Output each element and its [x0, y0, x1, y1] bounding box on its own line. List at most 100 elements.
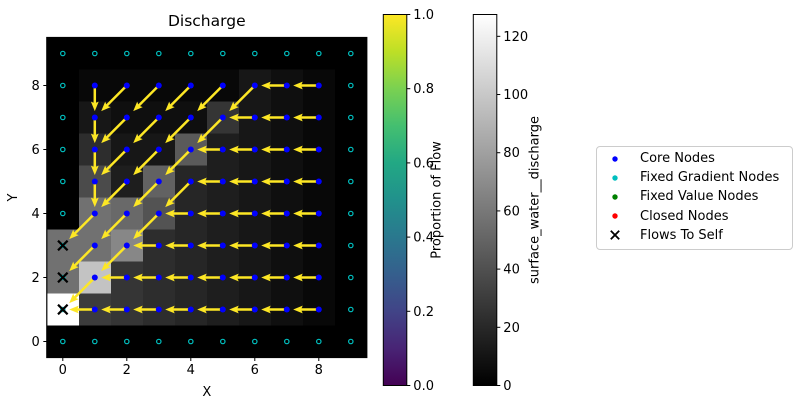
flow-arrow-shaft — [137, 148, 160, 171]
flow-arrow-head — [261, 177, 271, 186]
flow-arrow-head — [69, 293, 79, 304]
heatmap-cell — [334, 197, 367, 230]
heatmap-cell — [206, 37, 239, 70]
flow-arrow-head — [197, 241, 207, 250]
fixed-gradient-node-dot-icon — [608, 171, 622, 185]
heatmap-cell — [110, 325, 143, 358]
fixed-gradient-node-marker — [59, 178, 66, 185]
core-node-marker — [219, 146, 226, 153]
flow-arrow-head — [101, 197, 111, 208]
core-node-marker — [91, 146, 98, 153]
core-node-marker — [91, 82, 98, 89]
x-tick-label: 8 — [315, 363, 323, 378]
legend-item-fixed-gradient-nodes: Fixed Gradient Nodes — [597, 168, 792, 187]
legend-item-fixed-value-nodes: Fixed Value Nodes — [597, 187, 792, 206]
discharge-heatmap — [46, 37, 367, 358]
core-node-marker — [187, 210, 194, 217]
fixed-gradient-node-marker — [347, 114, 354, 121]
core-node-marker — [187, 146, 194, 153]
fixed-gradient-node-marker — [59, 146, 66, 153]
flow-arrow-head — [69, 305, 79, 314]
core-node-marker — [251, 210, 258, 217]
core-node-marker — [155, 178, 162, 185]
flow-arrow-head — [90, 101, 99, 112]
x-tick-label: 2 — [123, 363, 131, 378]
core-node-marker — [251, 146, 258, 153]
heatmap-cell — [46, 69, 79, 102]
flow-arrow-shaft — [169, 148, 192, 171]
flow-arrow-head — [197, 145, 207, 154]
flow-arrow-head — [293, 177, 303, 186]
flow-arrow-head — [197, 177, 207, 186]
core-node-dot-icon — [608, 152, 622, 166]
flow-arrow-head — [101, 101, 111, 112]
flow-arrow-head — [165, 165, 175, 176]
colorbar-tick-label: 100 — [503, 88, 528, 103]
flow-arrow-head — [197, 133, 207, 144]
core-node-marker — [219, 82, 226, 89]
fixed-gradient-node-marker — [283, 50, 290, 57]
fixed-gradient-node-marker — [59, 50, 66, 57]
core-node-marker — [91, 210, 98, 217]
flow-arrow-head — [101, 133, 111, 144]
flow-arrow-shaft — [105, 180, 128, 203]
colorbar-tick-label: 60 — [503, 204, 520, 219]
core-node-marker — [251, 82, 258, 89]
core-node-marker — [155, 210, 162, 217]
fixed-gradient-node-marker — [92, 338, 98, 345]
y-tick-label: 6 — [32, 143, 40, 158]
plot-title: Discharge — [168, 12, 246, 30]
heatmap-cell — [334, 101, 367, 134]
core-node-marker — [123, 178, 130, 185]
closed-node-dot-icon — [608, 209, 622, 223]
flow-arrow-head — [165, 273, 175, 282]
axis-ticks: 0 2 4 6 8 0 2 4 6 8 — [32, 79, 323, 378]
heatmap-cell — [206, 325, 239, 358]
flow-arrow-head — [133, 165, 143, 176]
fixed-gradient-node-marker — [156, 50, 162, 57]
flow-arrow-head — [133, 229, 143, 240]
colorbar-tick-label: 20 — [503, 321, 520, 336]
core-node-marker — [315, 178, 322, 185]
flow-arrow-head — [90, 133, 99, 144]
legend-label: Core Nodes — [640, 151, 715, 167]
core-node-marker — [251, 274, 258, 281]
flow-arrow-head — [229, 273, 239, 282]
fixed-gradient-node-marker — [124, 50, 130, 57]
core-node-marker — [155, 306, 162, 313]
flow-arrow-head — [165, 209, 175, 218]
flow-arrow-head — [165, 241, 175, 250]
core-node-marker — [187, 274, 194, 281]
flow-arrow-head — [293, 209, 303, 218]
flow-arrow-head — [69, 229, 79, 240]
flow-arrow-shaft — [201, 116, 224, 139]
flow-arrow-head — [165, 101, 175, 112]
legend: Core Nodes Fixed Gradient Nodes Fixed Va… — [596, 146, 793, 250]
flow-arrow-head — [165, 133, 175, 144]
core-node-marker — [283, 210, 290, 217]
legend-item-closed-nodes: Closed Nodes — [597, 207, 792, 226]
core-node-marker — [91, 242, 98, 249]
fixed-gradient-node-marker — [92, 50, 98, 57]
colorbar-tick-label: 80 — [503, 146, 520, 161]
fixed-gradient-node-marker — [347, 82, 354, 89]
legend-label: Closed Nodes — [640, 208, 729, 224]
fixed-gradient-node-marker — [347, 338, 354, 345]
heatmap-cell — [270, 37, 303, 70]
flow-arrow-head — [293, 113, 303, 122]
flow-arrow-shaft — [73, 276, 96, 299]
flow-arrow-shaft — [73, 212, 96, 235]
heatmap-cell — [46, 133, 79, 166]
flow-arrows — [69, 81, 319, 314]
y-axis-label: Y — [6, 193, 21, 202]
core-node-marker — [251, 114, 258, 121]
colorbar-tick-label: 0.0 — [413, 379, 434, 394]
flows-to-self-x-marker — [57, 271, 69, 284]
flow-arrow-head — [293, 305, 303, 314]
heatmap-cell — [238, 37, 271, 70]
core-node-marker — [91, 178, 98, 185]
fixed-gradient-node-marker — [220, 50, 226, 57]
flow-arrow-head — [261, 273, 271, 282]
core-node-marker — [155, 114, 162, 121]
core-node-marker — [315, 274, 322, 281]
